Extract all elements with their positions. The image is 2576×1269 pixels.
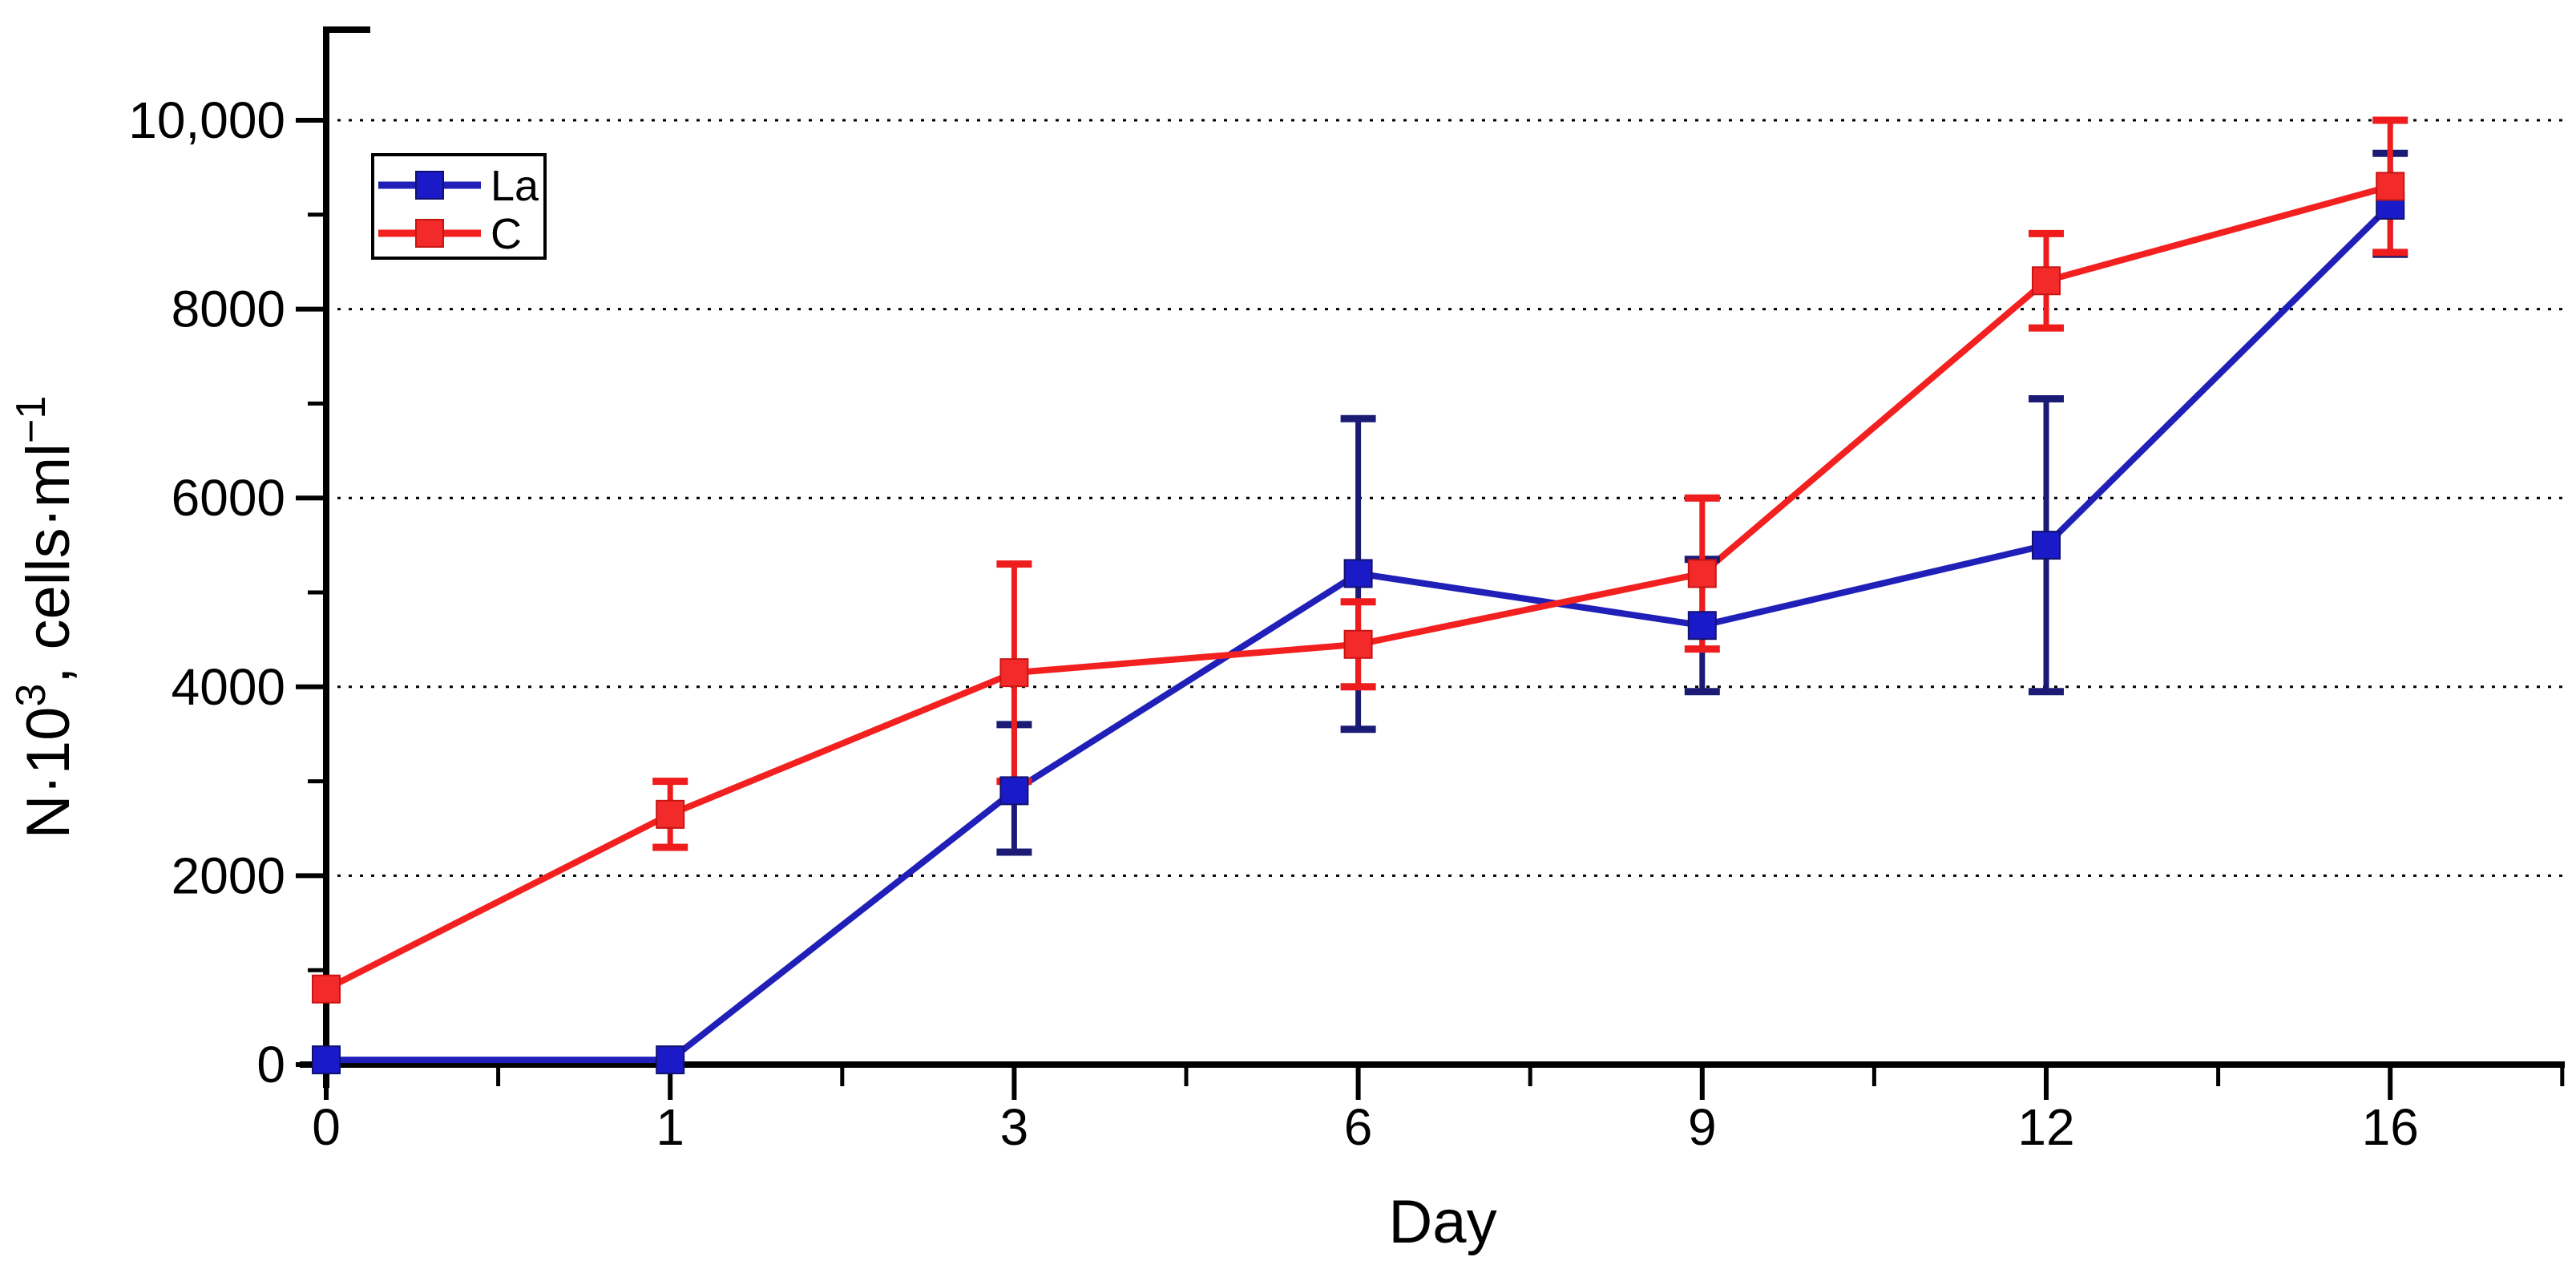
x-tick-label-9: 9 <box>1688 1098 1717 1156</box>
data-point-c-day3 <box>999 658 1029 688</box>
gridlines-layer <box>326 119 2562 877</box>
axes-layer <box>300 26 2565 1088</box>
data-point-c-day0 <box>312 974 341 1004</box>
x-tick-label-6: 6 <box>1344 1098 1373 1156</box>
data-point-c-day16 <box>2376 172 2405 201</box>
series-layer <box>312 116 2408 1075</box>
x-tick-label-12: 12 <box>2017 1098 2074 1156</box>
legend-label-c: C <box>491 210 522 258</box>
data-point-c-day1 <box>656 799 685 829</box>
legend-box <box>371 153 547 260</box>
y-tick-label-0: 0 <box>256 1036 285 1093</box>
y-tick-label-4000: 4000 <box>172 658 285 716</box>
data-point-c-day9 <box>1687 559 1717 588</box>
y-title-superscript-minus1: −1 <box>8 396 55 443</box>
x-tick-label-3: 3 <box>1000 1098 1029 1156</box>
y-tick-label-8000: 8000 <box>172 281 285 338</box>
ticks-layer: 0 1 3 6 9 12 16 0 2000 4000 6000 8000 10,000 <box>128 91 2565 1156</box>
y-tick-label-2000: 2000 <box>172 847 285 904</box>
y-tick-label-6000: 6000 <box>172 469 285 527</box>
legend-marker-c <box>415 219 444 248</box>
data-point-la-day1 <box>656 1045 685 1075</box>
data-point-la-day9 <box>1687 611 1717 641</box>
legend: La C <box>371 153 547 260</box>
data-point-c-day12 <box>2032 266 2061 296</box>
y-title-base1: N·10 <box>14 707 83 839</box>
x-axis-title: Day <box>1388 1188 1496 1256</box>
y-title-superscript-3: 3 <box>8 684 55 707</box>
data-point-la-day0 <box>312 1045 341 1075</box>
data-point-c-day6 <box>1343 629 1373 659</box>
legend-marker-la <box>415 171 444 200</box>
y-axis-title: N·103, cells·ml−1 <box>8 396 83 839</box>
data-point-la-day12 <box>2032 531 2061 560</box>
x-tick-label-0: 0 <box>312 1098 341 1156</box>
data-point-la-day6 <box>1343 559 1373 588</box>
x-tick-label-16: 16 <box>2362 1098 2419 1156</box>
x-tick-label-1: 1 <box>656 1098 684 1156</box>
y-title-base2: , cells·ml <box>14 443 83 684</box>
legend-label-la: La <box>491 162 539 210</box>
y-tick-label-10000: 10,000 <box>128 91 285 149</box>
data-point-la-day3 <box>999 776 1029 806</box>
